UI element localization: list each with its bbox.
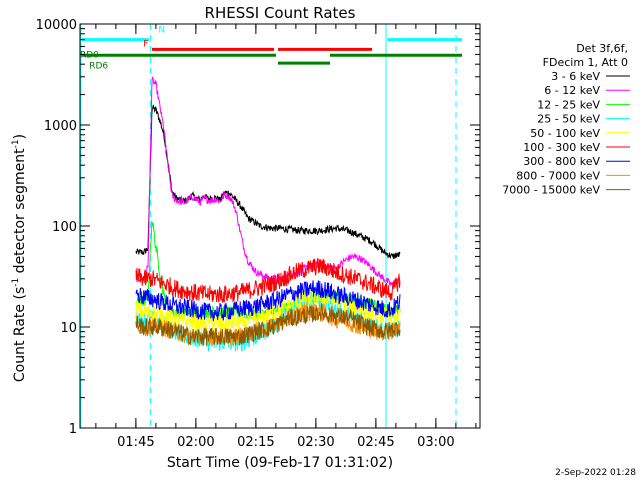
legend-label-8: 7000 - 15000 keV bbox=[502, 184, 600, 197]
flag-f-label: F bbox=[143, 40, 148, 50]
legend-label-2: 12 - 25 keV bbox=[537, 98, 600, 111]
y-axis-label: Count Rate (s-1 detector segment-1) bbox=[11, 134, 28, 382]
y-tick-label-4: 10000 bbox=[36, 18, 77, 33]
y-label-sup2: -1 bbox=[11, 139, 21, 148]
y-label-sup1: -1 bbox=[11, 278, 21, 287]
legend-label-0: 3 - 6 keV bbox=[551, 70, 600, 83]
series-line-1 bbox=[135, 76, 401, 287]
series-line-0 bbox=[135, 104, 401, 259]
y-tick-label-3: 1000 bbox=[44, 119, 77, 134]
generation-timestamp: 2-Sep-2022 01:28 bbox=[555, 468, 636, 478]
series-line-4 bbox=[135, 287, 401, 332]
legend-label-7: 800 - 7000 keV bbox=[516, 169, 600, 182]
axes bbox=[79, 23, 481, 429]
y-tick-label-0: 1 bbox=[69, 422, 77, 437]
x-tick-label-4: 02:45 bbox=[357, 435, 394, 450]
legend-label-4: 50 - 100 keV bbox=[530, 127, 600, 140]
flag-n-label: N bbox=[158, 26, 165, 36]
x-tick-label-5: 03:00 bbox=[417, 435, 454, 450]
x-axis-label: Start Time (09-Feb-17 01:31:02) bbox=[167, 455, 393, 471]
legend-label-3: 25 - 50 keV bbox=[537, 113, 600, 126]
x-tick-label-0: 01:45 bbox=[117, 435, 154, 450]
legend-header-1: Det 3f,6f, bbox=[576, 42, 628, 55]
y-label-part3: ) bbox=[12, 134, 28, 139]
x-tick-label-1: 02:00 bbox=[177, 435, 214, 450]
flag-rd0-label: RD0 bbox=[80, 50, 99, 60]
series-lines bbox=[135, 76, 401, 352]
legend-label-5: 100 - 300 keV bbox=[523, 141, 600, 154]
flag-rd6-label: RD6 bbox=[89, 61, 108, 71]
y-tick-label-1: 10 bbox=[60, 321, 77, 336]
chart-title: RHESSI Count Rates bbox=[205, 4, 356, 22]
x-tick-label-3: 02:30 bbox=[297, 435, 334, 450]
series-line-6 bbox=[135, 280, 401, 322]
series-line-5 bbox=[135, 257, 401, 303]
tick-labels: 1 10 100 1000 10000 01:45 02:00 02:15 02:30 02:45… bbox=[36, 18, 455, 450]
y-label-part2: detector segment bbox=[12, 148, 28, 278]
x-tick-label-2: 02:15 bbox=[237, 435, 274, 450]
y-tick-label-2: 100 bbox=[52, 220, 77, 235]
legend-header-2: FDecim 1, Att 0 bbox=[543, 56, 628, 69]
y-label-part1: Count Rate (s bbox=[12, 287, 28, 382]
legend-label-1: 6 - 12 keV bbox=[544, 84, 600, 97]
legend-label-6: 300 - 800 keV bbox=[523, 155, 600, 168]
series-line-8 bbox=[135, 302, 401, 346]
